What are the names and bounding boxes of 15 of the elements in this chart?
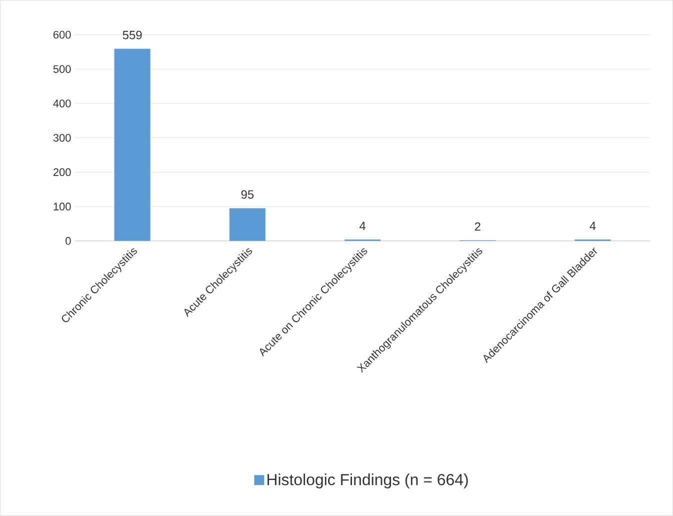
data-label: 2 — [474, 222, 480, 231]
bar — [229, 208, 266, 241]
y-tick-label: 500 — [53, 65, 71, 74]
bar — [114, 48, 150, 241]
data-label: 95 — [241, 190, 254, 199]
y-tick-label: 400 — [53, 100, 71, 108]
y-tick-label: 0 — [66, 237, 71, 245]
data-label: 4 — [359, 222, 366, 230]
y-tick-label: 600 — [54, 30, 71, 39]
y-tick-label: 100 — [54, 202, 71, 210]
data-label: 559 — [122, 30, 142, 40]
legend-label: Histologic Findings (n = 664) — [268, 474, 468, 488]
y-tick-label: 200 — [54, 168, 71, 176]
data-label: 4 — [590, 222, 596, 230]
y-tick-label: 300 — [53, 134, 71, 142]
